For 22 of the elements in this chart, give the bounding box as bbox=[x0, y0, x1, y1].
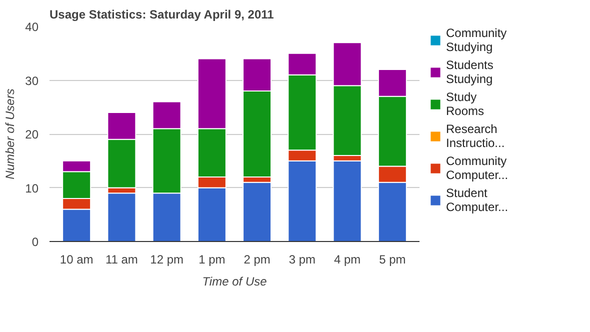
legend-label: Community Computer... bbox=[446, 154, 508, 182]
legend-label: Study Rooms bbox=[446, 90, 484, 118]
x-tick-label: 12 pm bbox=[150, 252, 184, 266]
legend-label: Research Instructio... bbox=[446, 122, 505, 150]
x-tick-label: 5 pm bbox=[379, 252, 406, 266]
y-axis-title: Number of Users bbox=[3, 88, 18, 180]
x-tick-label: 1 pm bbox=[198, 252, 226, 266]
x-tick-label: 11 am bbox=[105, 252, 138, 266]
y-tick-label: 0 bbox=[32, 235, 39, 249]
x-tick-label: 4 pm bbox=[334, 252, 361, 266]
y-tick-label: 30 bbox=[25, 74, 39, 88]
y-tick-label: 10 bbox=[25, 181, 39, 196]
x-tick-label: 3 pm bbox=[288, 252, 316, 266]
legend-label: Community Studying bbox=[446, 26, 507, 54]
chart-title: Usage Statistics: Saturday April 9, 2011 bbox=[50, 8, 274, 22]
legend-label: Student Computer... bbox=[446, 186, 508, 214]
x-tick-label: 10 am bbox=[60, 252, 94, 266]
x-tick-label: 2 pm bbox=[244, 252, 270, 266]
x-axis-title: Time of Use bbox=[202, 274, 268, 288]
legend-label: Students Studying bbox=[446, 58, 494, 86]
y-tick-label: 40 bbox=[25, 20, 39, 34]
y-tick-label: 20 bbox=[25, 128, 39, 142]
